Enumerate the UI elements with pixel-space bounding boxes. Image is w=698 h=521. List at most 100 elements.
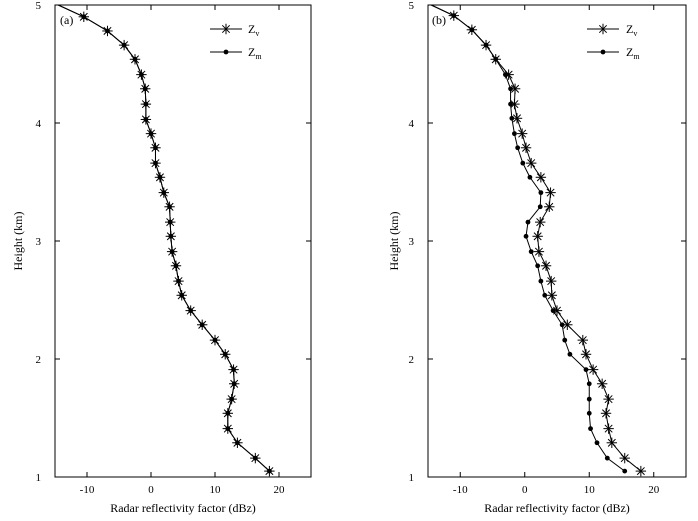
dot-point	[81, 14, 87, 20]
x-tick-label: 10	[584, 484, 596, 496]
dot-point	[176, 278, 181, 284]
plot-frame	[427, 4, 687, 478]
dot-point	[583, 367, 589, 373]
dot-point	[132, 56, 138, 62]
dot-point	[588, 426, 593, 432]
legend-star-icon	[597, 23, 609, 35]
dot-point	[143, 101, 149, 107]
panel-label: (a)	[60, 13, 73, 27]
dot-point	[604, 455, 610, 461]
star-point	[546, 275, 557, 287]
dot-point	[550, 308, 556, 314]
dot-point	[222, 351, 228, 357]
dot-point	[225, 410, 231, 416]
star-point	[520, 142, 532, 153]
star-point	[535, 216, 546, 228]
dot-point	[235, 440, 240, 446]
series-z-v	[57, 4, 275, 477]
dot-point	[559, 322, 565, 328]
dot-point	[121, 42, 127, 48]
x-axis-title: Radar reflectivity factor (dBz)	[484, 501, 630, 515]
dot-point	[527, 174, 533, 180]
dot-point	[523, 233, 529, 239]
star-point	[635, 465, 647, 477]
y-tick-label: 4	[409, 118, 415, 130]
series-line	[57, 4, 270, 472]
panel-label: (b)	[432, 13, 446, 27]
dot-point	[586, 410, 592, 416]
legend-star-icon	[220, 23, 232, 35]
star-point	[546, 290, 558, 301]
legend-entry-label: Zv	[248, 22, 259, 38]
dot-point	[535, 263, 541, 269]
star-point	[577, 334, 588, 346]
dot-point	[567, 351, 573, 357]
legend-entry-label: Zv	[626, 22, 637, 38]
dot-point	[586, 381, 592, 387]
dot-point	[525, 219, 531, 225]
x-tick-label: -10	[80, 484, 95, 496]
dot-point	[562, 337, 568, 343]
dot-point	[169, 249, 175, 255]
dot-point	[252, 455, 258, 461]
dot-point	[528, 249, 534, 255]
dot-point	[139, 72, 144, 78]
dot-point	[142, 86, 148, 92]
star-point	[526, 157, 537, 169]
dot-point	[153, 145, 158, 151]
dot-point	[538, 278, 544, 284]
x-tick-label: 0	[148, 484, 154, 496]
legend-entry-label: Zm	[626, 45, 640, 61]
y-tick-label: 5	[36, 0, 42, 12]
y-axis-title: Height (km)	[387, 212, 401, 271]
dot-point	[512, 131, 517, 137]
star-point	[587, 364, 599, 375]
dot-point	[167, 219, 173, 225]
series-line	[431, 4, 626, 472]
dot-point	[199, 322, 205, 328]
dot-point	[212, 337, 218, 343]
dot-point	[509, 115, 515, 121]
series-z-v	[431, 4, 647, 477]
dot-point	[148, 131, 154, 137]
y-tick-label: 4	[36, 118, 42, 130]
star-point	[516, 128, 528, 139]
legend-dot-icon	[223, 49, 229, 55]
dot-point	[451, 13, 457, 19]
star-point	[540, 260, 552, 271]
x-tick-label: 10	[210, 484, 222, 496]
series-z-m	[431, 4, 628, 474]
legend-entry-label: Zm	[248, 45, 262, 61]
dot-point	[508, 101, 513, 107]
dot-point	[483, 42, 489, 48]
legend: Zv Zm	[587, 22, 640, 61]
dot-point	[231, 367, 236, 373]
dot-point	[157, 174, 163, 180]
dot-point	[188, 308, 194, 314]
chart-panel-0: -10 0 10 20 1 2 3 4 5 Radar reflectivity factor (…	[11, 0, 312, 515]
star-point	[533, 246, 545, 257]
star-point	[545, 187, 556, 198]
dot-point	[105, 28, 110, 34]
dot-point	[520, 160, 526, 166]
star-point	[619, 452, 630, 464]
dot-point	[538, 190, 544, 196]
dot-point	[167, 204, 172, 210]
dot-point	[161, 190, 167, 196]
star-point	[544, 201, 555, 212]
x-tick-label: -10	[453, 484, 468, 496]
y-axis-title: Height (km)	[11, 212, 25, 271]
dot-point	[622, 468, 628, 474]
dot-point	[515, 145, 521, 151]
dot-point	[508, 86, 513, 92]
dot-point	[469, 27, 475, 33]
x-tick-label: 20	[274, 484, 286, 496]
dot-point	[537, 204, 543, 210]
y-tick-label: 1	[409, 472, 415, 484]
star-point	[596, 378, 608, 389]
legend-dot-icon	[600, 49, 606, 55]
dot-point	[503, 72, 508, 78]
dot-point	[267, 468, 272, 474]
star-point	[603, 423, 614, 434]
y-tick-label: 3	[36, 236, 42, 248]
